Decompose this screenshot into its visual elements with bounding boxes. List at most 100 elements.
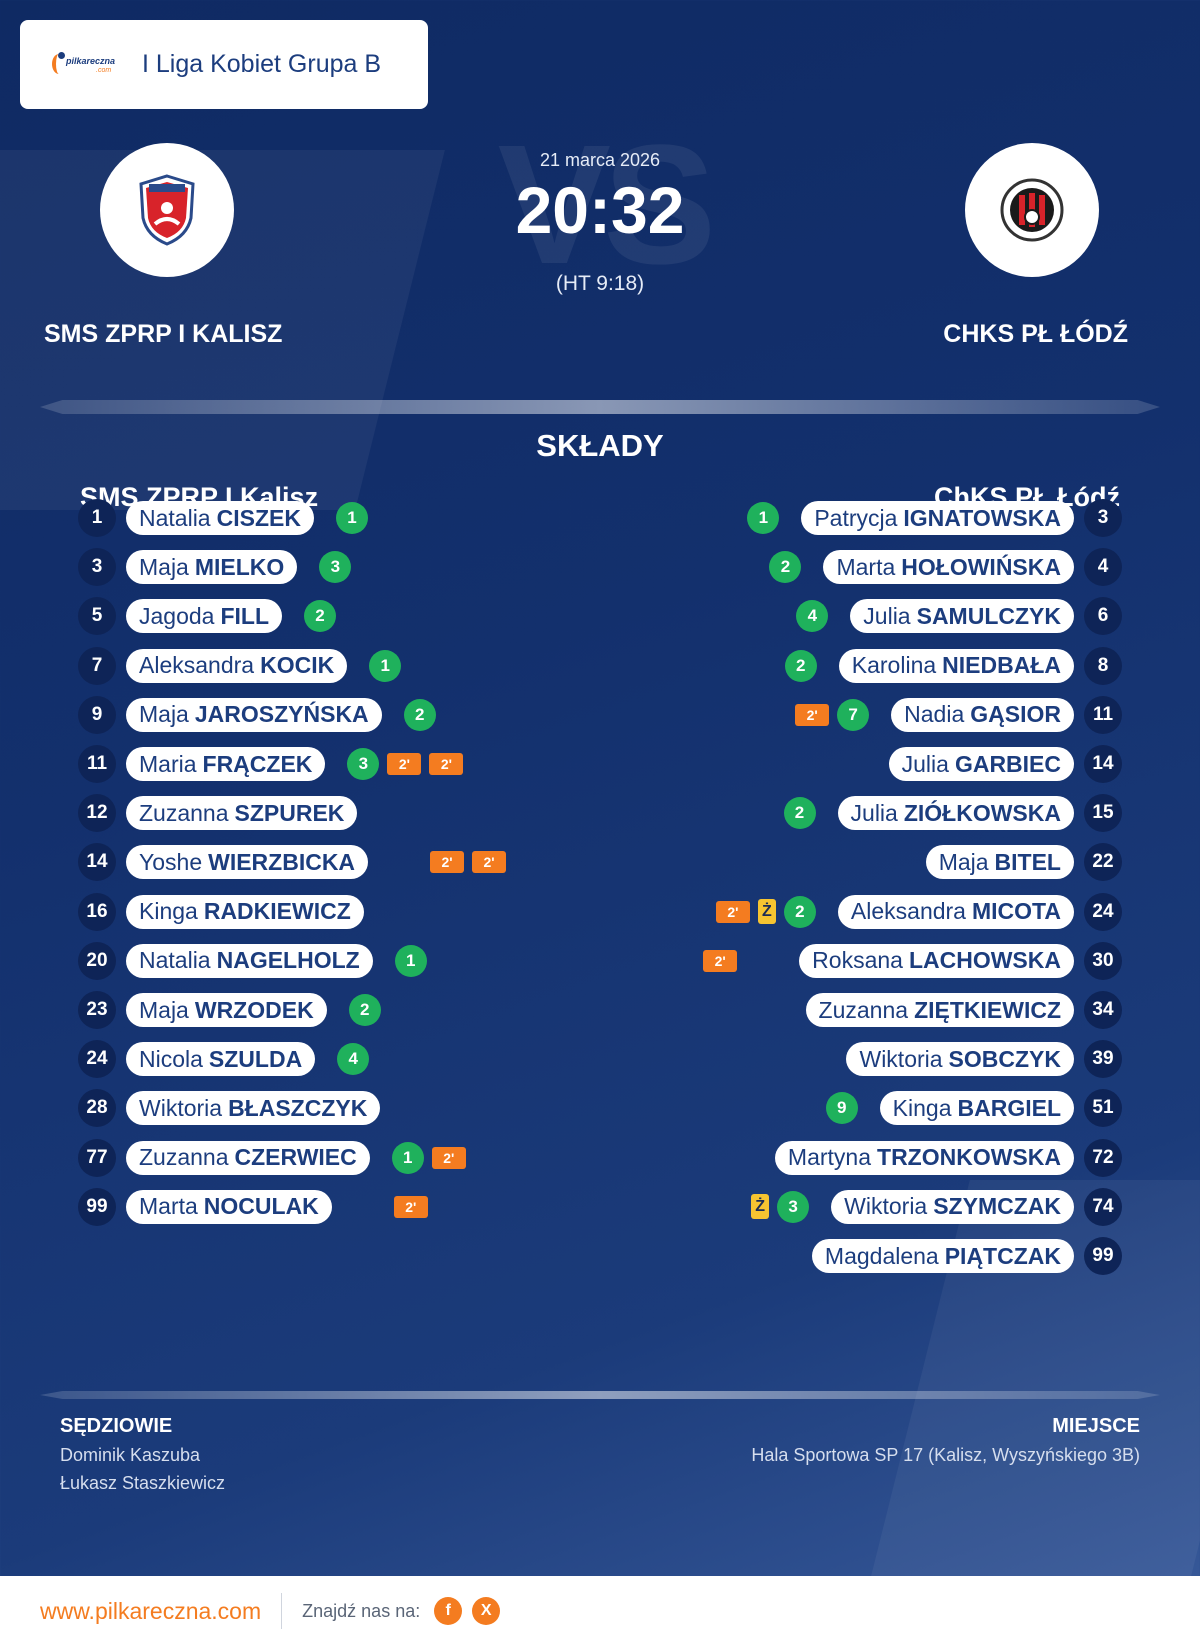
player-last-name: SAMULCZYK <box>916 602 1061 629</box>
player-first-name: Wiktoria <box>139 1094 223 1121</box>
player-row: 12 Zuzanna SZPUREK <box>78 794 379 833</box>
suspension-badge: 2' <box>393 1195 428 1218</box>
player-row: 11 Maria FRĄCZEK 3 2' 2' <box>78 745 464 783</box>
divider <box>40 400 1160 414</box>
shirt-number: 99 <box>1084 1237 1122 1275</box>
goals-badge: 1 <box>394 944 427 977</box>
facebook-icon[interactable]: f <box>434 1597 463 1625</box>
player-name: Roksana LACHOWSKA <box>799 943 1074 978</box>
player-first-name: Marta <box>836 553 896 580</box>
player-name: Yoshe WIERZBICKA <box>126 845 369 880</box>
player-last-name: FRĄCZEK <box>202 750 313 777</box>
shirt-number: 20 <box>78 941 116 980</box>
shirt-number: 1 <box>78 499 116 537</box>
player-row: 14 Yoshe WIERZBICKA 2' 2' <box>78 843 507 882</box>
player-last-name: JAROSZYŃSKA <box>194 701 369 728</box>
shirt-number: 14 <box>1084 745 1122 783</box>
player-last-name: HOŁOWIŃSKA <box>901 553 1061 580</box>
player-first-name: Wiktoria <box>859 1045 943 1072</box>
player-last-name: MICOTA <box>971 898 1061 925</box>
player-row: 4 Marta HOŁOWIŃSKA 2 <box>769 548 1122 587</box>
shirt-number: 72 <box>1084 1138 1122 1177</box>
player-name: Zuzanna ZIĘTKIEWICZ <box>805 993 1074 1027</box>
player-row: 3 Maja MIELKO 3 <box>78 548 352 587</box>
player-stats: 9 <box>825 1092 858 1125</box>
player-last-name: GĄSIOR <box>970 701 1061 728</box>
player-first-name: Natalia <box>139 947 211 974</box>
suspension-badge: 2' <box>472 851 507 874</box>
player-row: 24 Aleksandra MICOTA 2 Ż 2' <box>715 892 1122 931</box>
player-row: 22 Maja BITEL <box>904 843 1122 882</box>
final-score: 20:32 <box>515 173 685 247</box>
suspension-badge: 2' <box>429 753 464 775</box>
lineups-title: SKŁADY <box>536 428 664 463</box>
player-name: Aleksandra KOCIK <box>126 648 348 683</box>
player-row: 74 Wiktoria SZYMCZAK 3 Ż <box>751 1187 1122 1226</box>
goals-badge: 9 <box>825 1092 858 1125</box>
player-last-name: WRZODEK <box>194 996 314 1023</box>
player-last-name: ZIÓŁKOWSKA <box>903 799 1061 826</box>
player-row: 72 Martyna TRZONKOWSKA <box>753 1138 1122 1177</box>
x-icon[interactable]: X <box>472 1597 501 1625</box>
website-link[interactable]: www.pilkareczna.com <box>40 1597 262 1624</box>
player-name: Zuzanna SZPUREK <box>126 796 358 831</box>
player-name: Julia GARBIEC <box>888 747 1074 781</box>
shirt-number: 24 <box>1084 892 1122 931</box>
player-name: Maja BITEL <box>925 845 1074 880</box>
player-last-name: RADKIEWICZ <box>203 898 351 925</box>
player-row: 14 Julia GARBIEC <box>867 745 1122 783</box>
player-stats: 1 <box>369 649 402 682</box>
player-name: Maja JAROSZYŃSKA <box>126 697 382 732</box>
player-first-name: Jagoda <box>139 602 215 629</box>
goals-badge: 3 <box>347 748 380 780</box>
divider <box>40 1391 1160 1399</box>
shirt-number: 74 <box>1084 1187 1122 1226</box>
player-row: 23 Maja WRZODEK 2 <box>78 991 381 1029</box>
player-row: 16 Kinga RADKIEWICZ <box>78 892 386 931</box>
player-name: Kinga BARGIEL <box>879 1091 1074 1126</box>
player-last-name: IGNATOWSKA <box>903 504 1061 531</box>
player-name: Aleksandra MICOTA <box>837 894 1074 929</box>
goals-badge: 2 <box>403 698 436 731</box>
shirt-number: 16 <box>78 892 116 931</box>
player-first-name: Aleksandra <box>850 898 966 925</box>
sms-kalisz-crest-icon <box>139 174 195 246</box>
player-last-name: MIELKO <box>194 553 285 580</box>
player-name: Maria FRĄCZEK <box>126 747 326 781</box>
venue-label: MIEJSCE <box>1052 1415 1140 1437</box>
player-name: Natalia NAGELHOLZ <box>126 943 373 978</box>
shirt-number: 6 <box>1084 597 1122 636</box>
player-last-name: SZPUREK <box>234 799 345 826</box>
player-first-name: Aleksandra <box>139 652 255 679</box>
goals-badge: 2 <box>783 797 816 830</box>
shirt-number: 12 <box>78 794 116 833</box>
player-last-name: CZERWIEC <box>234 1144 357 1171</box>
player-stats: 3 <box>319 551 352 584</box>
pilkareczna-logo[interactable]: pilkareczna .com <box>50 48 122 82</box>
player-row: 99 Magdalena PIĄTCZAK <box>790 1237 1122 1275</box>
player-first-name: Nicola <box>139 1045 203 1072</box>
player-last-name: TRZONKOWSKA <box>877 1144 1061 1171</box>
player-row: 6 Julia SAMULCZYK 4 <box>796 597 1122 636</box>
player-first-name: Roksana <box>812 947 903 974</box>
player-stats: 1 <box>747 502 780 534</box>
player-first-name: Julia <box>850 799 898 826</box>
spacer <box>354 1206 386 1207</box>
player-last-name: NOCULAK <box>203 1193 319 1220</box>
chks-lodz-crest-icon <box>1000 178 1064 242</box>
home-team-name: SMS ZPRP I KALISZ <box>44 320 283 348</box>
goals-badge: 4 <box>796 600 829 633</box>
goals-badge: 3 <box>319 551 352 584</box>
player-first-name: Maja <box>139 701 189 728</box>
player-row: 39 Wiktoria SOBCZYK <box>824 1040 1122 1079</box>
player-stats: 3 2' 2' <box>347 748 464 780</box>
player-name: Maja MIELKO <box>126 550 298 585</box>
player-last-name: BARGIEL <box>957 1094 1062 1121</box>
player-row: 24 Nicola SZULDA 4 <box>78 1040 370 1079</box>
player-stats: 7 2' <box>795 698 870 731</box>
player-name: Wiktoria SZYMCZAK <box>831 1189 1074 1224</box>
player-row: 20 Natalia NAGELHOLZ 1 <box>78 941 427 980</box>
player-row: 30 Roksana LACHOWSKA 2' <box>703 941 1122 980</box>
suspension-badge: 2' <box>430 851 465 874</box>
